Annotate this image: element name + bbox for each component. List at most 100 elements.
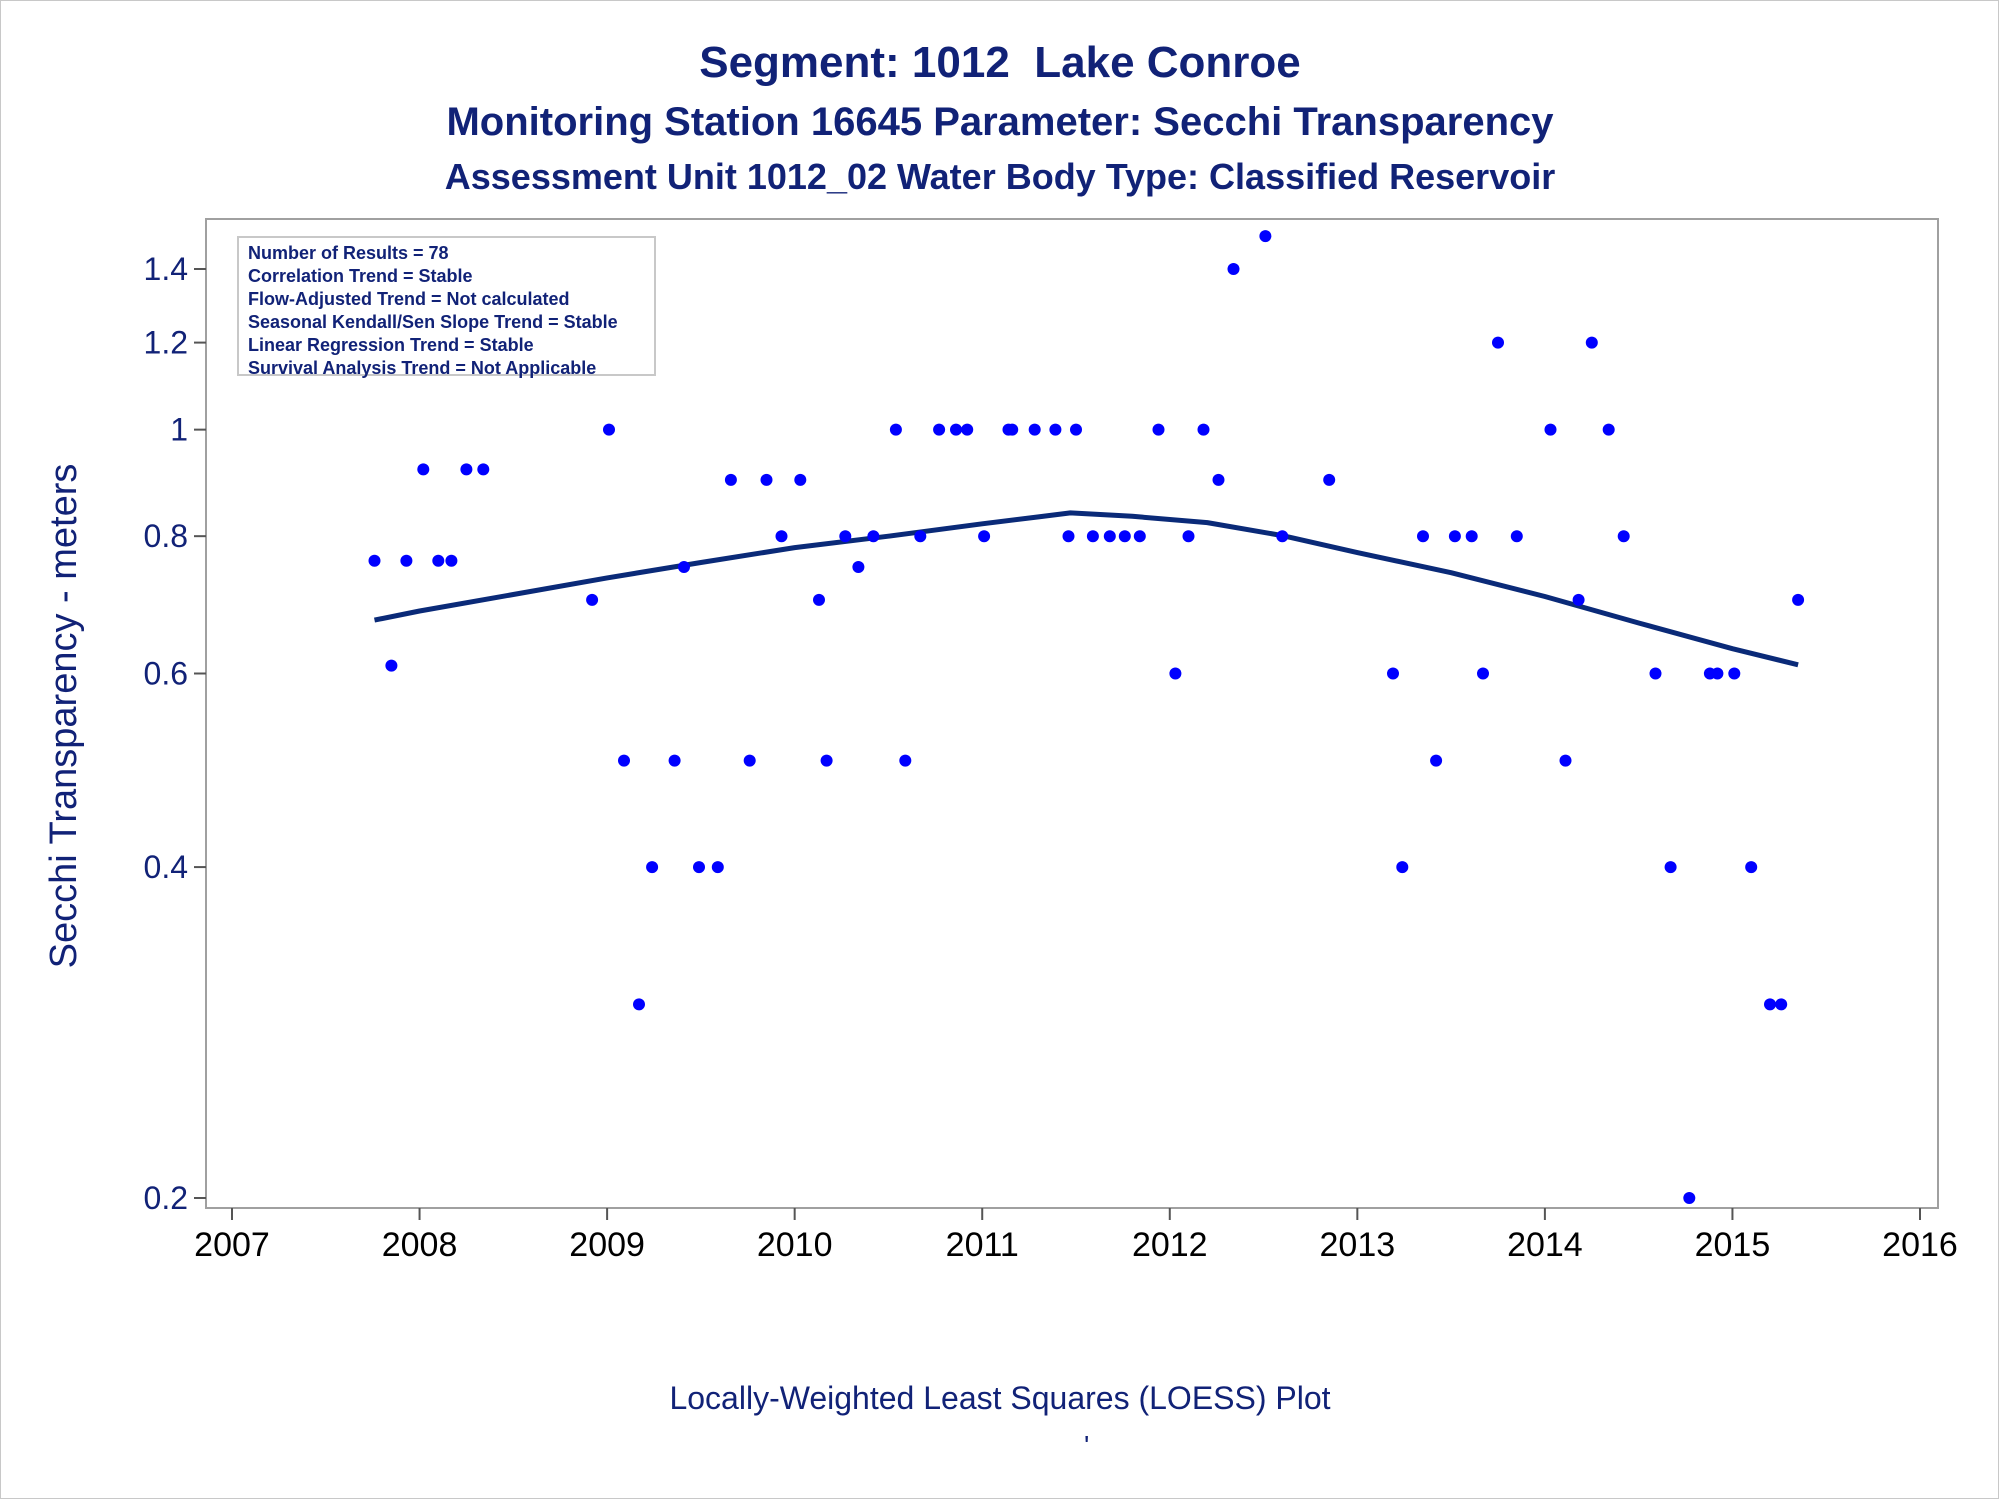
data-point	[794, 473, 807, 486]
data-point	[978, 530, 991, 543]
data-point	[417, 463, 430, 476]
data-point	[899, 754, 912, 767]
x-tick-label: 2012	[1132, 1226, 1208, 1264]
footnote-mark: '	[1084, 1430, 1090, 1461]
data-point	[1585, 336, 1598, 349]
footnote: Locally-Weighted Least Squares (LOESS) P…	[669, 1380, 1331, 1416]
data-point	[1465, 530, 1478, 543]
data-point	[1197, 423, 1210, 436]
data-point	[1182, 530, 1195, 543]
data-point	[646, 861, 659, 874]
data-point	[586, 593, 599, 606]
data-point	[668, 754, 681, 767]
data-point	[775, 530, 788, 543]
legend-line-correlation: Correlation Trend = Stable	[248, 266, 473, 286]
x-tick-label: 2008	[382, 1226, 458, 1264]
data-point	[1169, 667, 1182, 680]
data-point	[1664, 861, 1677, 874]
data-point	[603, 423, 615, 436]
data-point	[1070, 423, 1082, 436]
data-point	[1212, 473, 1225, 486]
data-point	[477, 463, 490, 476]
legend-line-results: Number of Results = 78	[248, 243, 449, 263]
data-point	[385, 659, 398, 672]
data-point	[432, 554, 445, 567]
data-point	[633, 998, 645, 1011]
data-point	[1602, 423, 1615, 436]
data-point	[1387, 667, 1399, 680]
legend-line-seasonal-kendall: Seasonal Kendall/Sen Slope Trend = Stabl…	[248, 312, 618, 332]
data-point	[711, 861, 724, 874]
data-point	[1430, 754, 1443, 767]
data-point	[1492, 336, 1504, 349]
data-point	[743, 754, 756, 767]
chart-subtitle-station: Monitoring Station 16645 Parameter: Secc…	[446, 100, 1554, 144]
data-point	[1559, 754, 1572, 767]
data-point	[1544, 423, 1557, 436]
legend-line-flow-adjusted: Flow-Adjusted Trend = Not calculated	[248, 289, 570, 309]
data-point	[889, 423, 902, 436]
data-point	[1062, 530, 1075, 543]
loess-trend-line	[374, 510, 1799, 668]
x-tick-label: 2011	[946, 1226, 1019, 1264]
data-point	[724, 473, 737, 486]
data-point	[1276, 530, 1289, 543]
data-point	[460, 463, 473, 476]
data-point	[1103, 530, 1116, 543]
data-point	[1227, 263, 1240, 275]
x-tick-label: 2013	[1320, 1226, 1396, 1264]
data-point	[1152, 423, 1165, 436]
data-point	[1323, 473, 1336, 486]
data-point	[445, 554, 458, 567]
data-point	[961, 423, 974, 436]
y-tick-label: 1	[170, 412, 188, 448]
data-point	[1028, 423, 1041, 436]
data-point	[1728, 667, 1741, 680]
data-point	[760, 473, 773, 486]
legend-line-linear-regression: Linear Regression Trend = Stable	[248, 335, 534, 355]
data-point	[1711, 667, 1724, 680]
data-point	[914, 530, 927, 543]
data-point	[1617, 530, 1630, 543]
y-tick-label: 0.6	[144, 656, 188, 692]
data-point	[1417, 530, 1429, 543]
y-tick-label: 0.2	[144, 1180, 188, 1216]
data-point	[618, 754, 630, 767]
data-point	[368, 554, 381, 567]
x-tick-label: 2009	[569, 1226, 645, 1264]
data-point	[933, 423, 946, 436]
data-point	[852, 561, 865, 573]
x-tick-label: 2014	[1507, 1226, 1583, 1264]
data-point	[1049, 423, 1062, 436]
data-point	[1477, 667, 1489, 680]
data-point	[1745, 861, 1758, 874]
data-point	[867, 530, 880, 543]
data-point	[1764, 998, 1776, 1011]
y-tick-label: 1.4	[144, 251, 188, 287]
data-point	[950, 423, 962, 436]
data-point	[1259, 230, 1272, 243]
data-point	[400, 554, 413, 567]
data-point	[1649, 667, 1662, 680]
y-tick-label: 1.2	[144, 325, 188, 361]
x-tick-label: 2007	[194, 1226, 270, 1264]
data-point	[1448, 530, 1461, 543]
data-point	[1086, 530, 1099, 543]
data-point	[678, 561, 690, 573]
y-tick-label: 0.8	[144, 518, 188, 554]
data-point	[1572, 593, 1585, 606]
data-point	[1775, 998, 1788, 1011]
data-point	[813, 593, 825, 606]
data-point	[693, 861, 705, 874]
data-point	[820, 754, 833, 767]
data-point	[839, 530, 852, 543]
trend-summary-box: Number of Results = 78 Correlation Trend…	[237, 236, 656, 378]
y-tick-label: 0.4	[144, 849, 188, 885]
y-axis-label: Secchi Transparency - meters	[43, 464, 85, 969]
x-tick-label: 2016	[1882, 1226, 1958, 1264]
x-tick-label: 2015	[1695, 1226, 1771, 1264]
data-point	[1396, 861, 1409, 874]
chart-title: Segment: 1012 Lake Conroe	[699, 38, 1301, 87]
